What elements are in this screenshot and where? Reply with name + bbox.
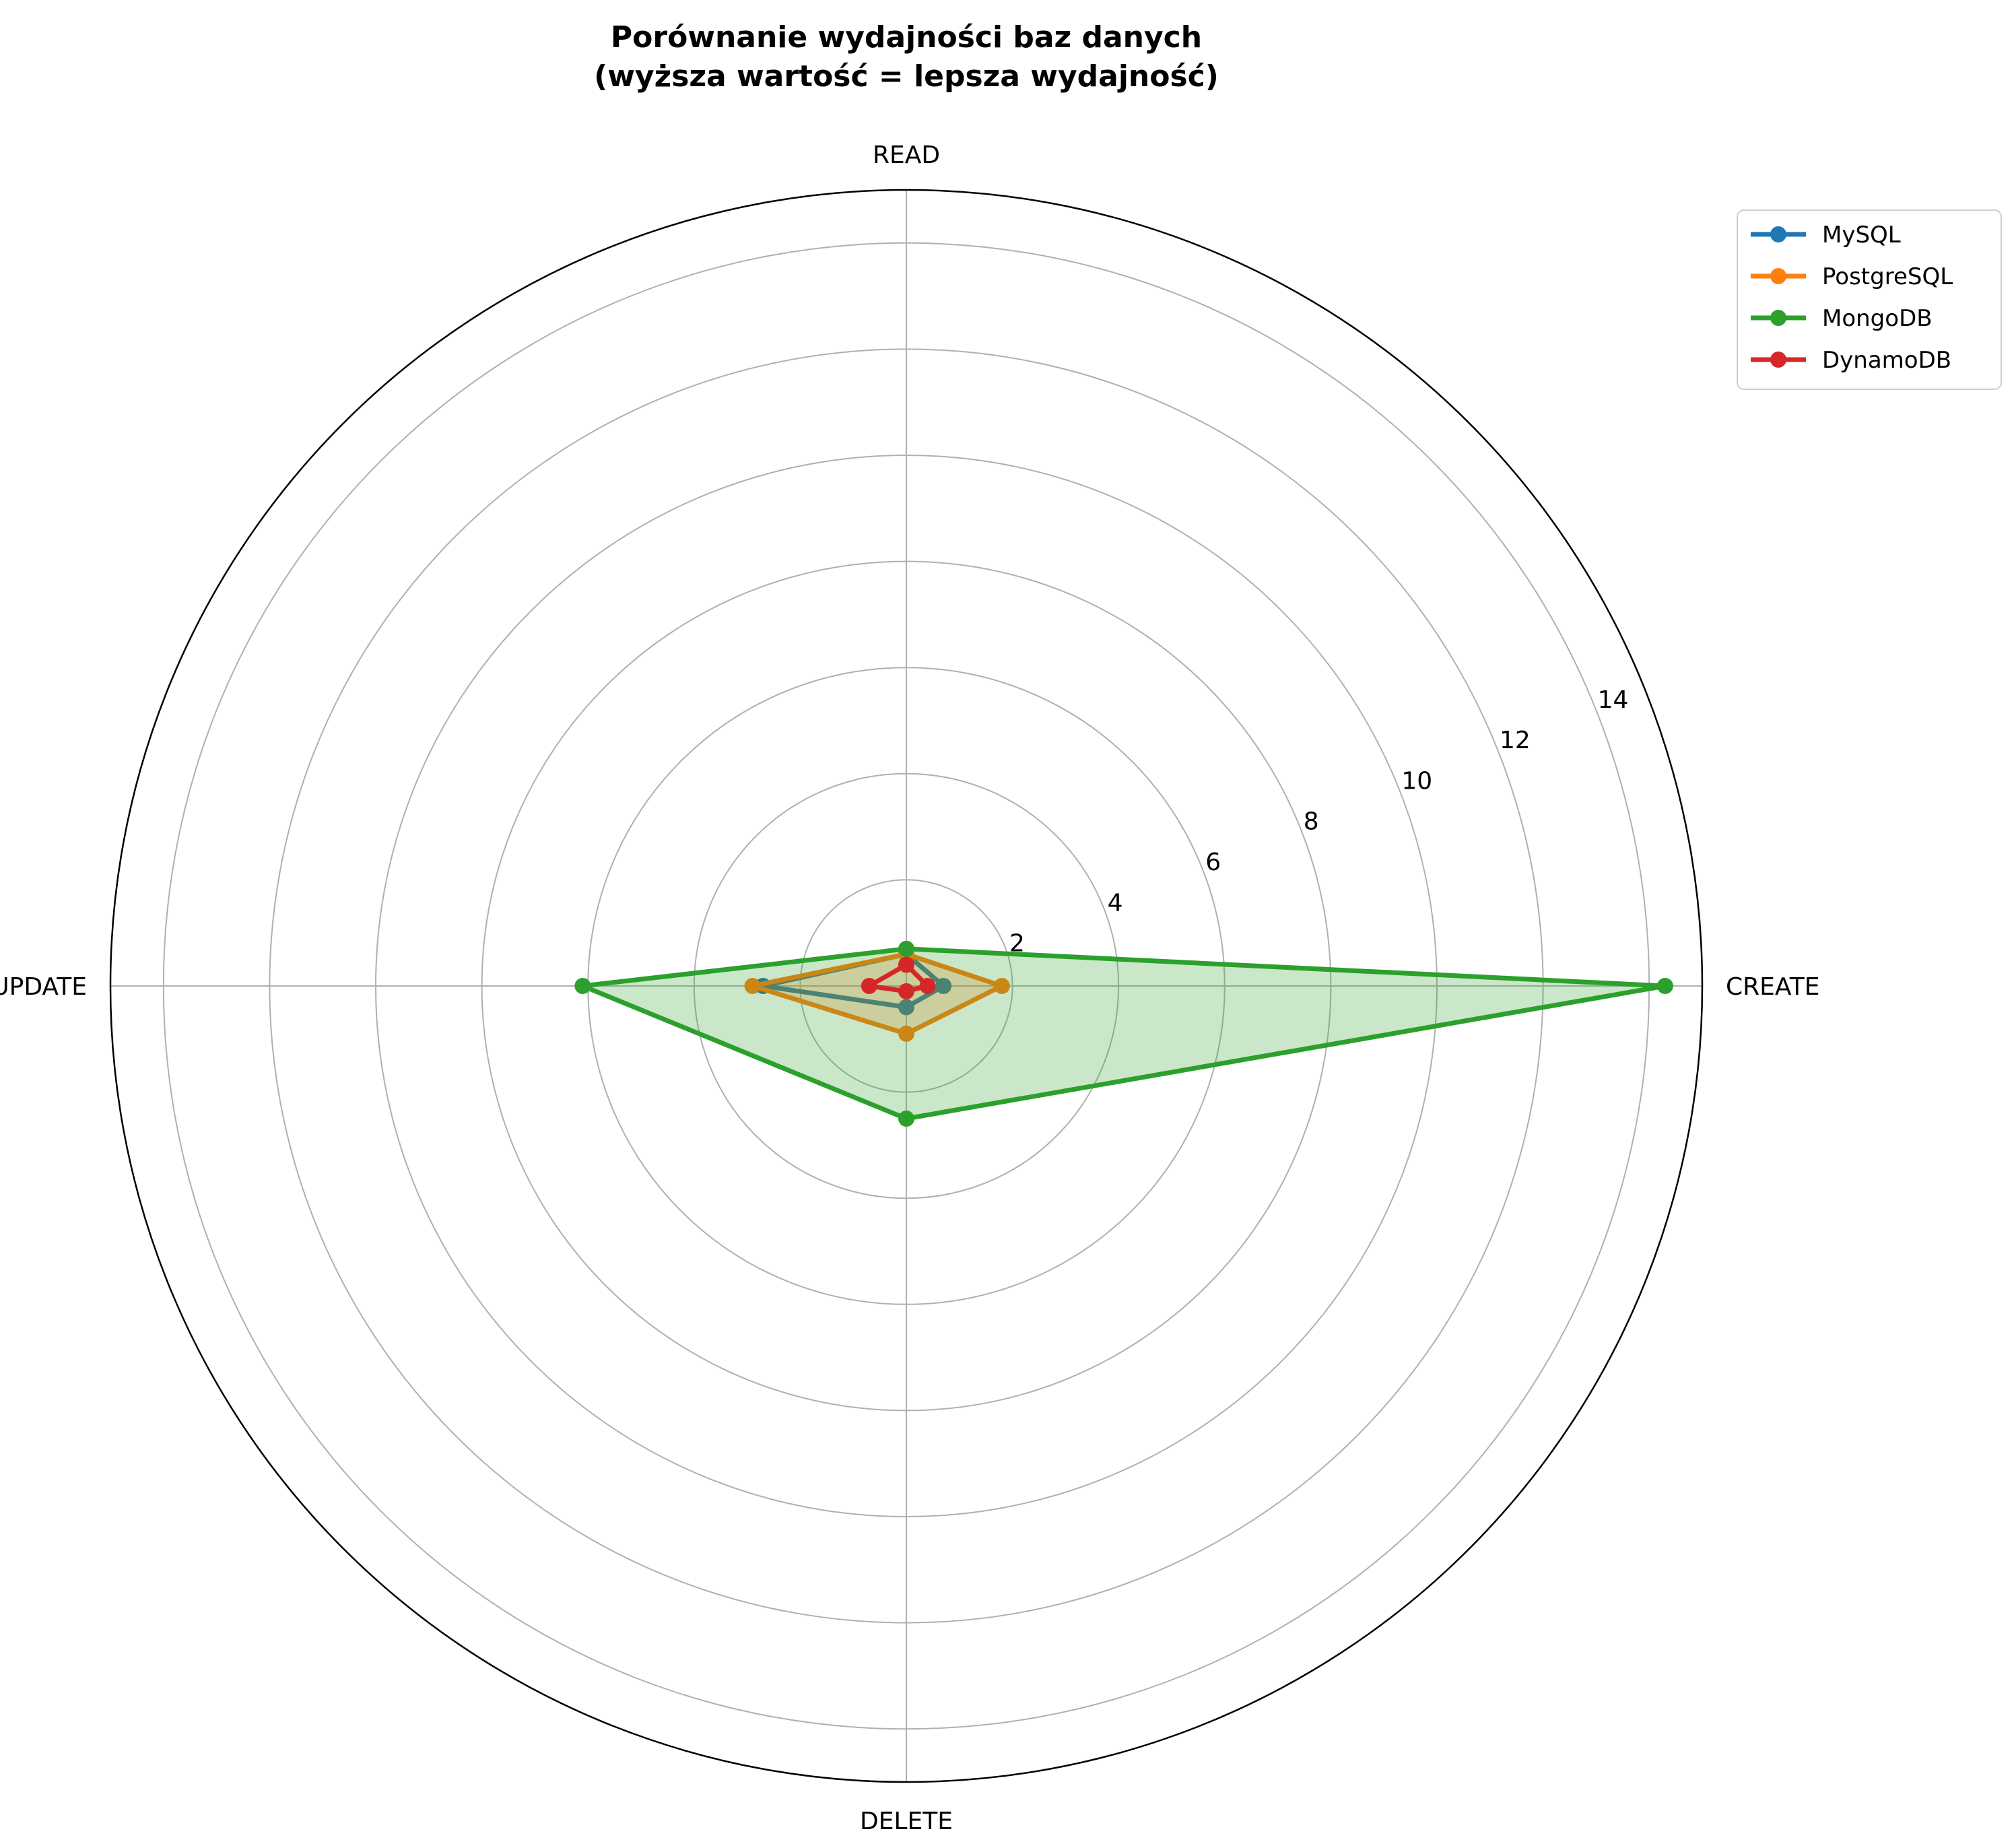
data-point-mongodb-update [574,978,591,994]
data-point-mongodb-create [1656,978,1673,994]
radial-tick-label: 8 [1304,808,1319,836]
radial-tick-label: 6 [1205,849,1221,876]
data-point-postgresql-update [744,978,761,994]
legend-label-postgresql: PostgreSQL [1822,263,1953,290]
chart-title-line-2: (wyższa wartość = lepsza wydajność) [594,59,1219,94]
chart-title-line-1: Porównanie wydajności baz danych [611,20,1202,55]
legend-marker-mongodb [1770,310,1786,326]
radial-tick-label: 14 [1598,686,1629,714]
axis-label-create: CREATE [1726,973,1819,1001]
data-point-mysql-create [935,978,952,994]
data-point-dynamodb-delete [898,983,914,999]
axis-label-delete: DELETE [860,1808,953,1835]
legend-label-dynamodb: DynamoDB [1822,347,1951,374]
radial-tick-label: 2 [1009,930,1025,958]
legend-frame [1737,209,2002,390]
series-fill-mongodb [582,948,1665,1119]
legend-label-mysql: MySQL [1822,222,1901,249]
data-point-postgresql-delete [898,1025,914,1042]
outer-frame [109,189,1704,1783]
legend: MySQL PostgreSQL MongoDB DynamoDB [1737,209,2002,390]
radial-tick-label: 10 [1401,767,1432,795]
radial-tick-label: 4 [1108,889,1123,917]
data-point-mysql-delete [898,999,914,1016]
data-point-mongodb-delete [898,1111,914,1127]
axis-label-read: READ [873,141,940,169]
legend-marker-postgresql [1770,268,1786,284]
axis-label-update: UPDATE [0,973,87,1001]
legend-label-mongodb: MongoDB [1822,305,1933,332]
radial-tick-labels: 2 4 6 8 10 12 14 [1009,686,1628,958]
series-dynamodb [861,956,936,999]
legend-marker-dynamodb [1770,352,1786,368]
data-point-dynamodb-update [861,978,877,994]
data-point-dynamodb-read [898,956,914,973]
data-point-postgresql-create [993,978,1010,994]
series-group [574,940,1673,1127]
data-point-mongodb-read [898,940,914,957]
data-point-dynamodb-create [919,978,936,994]
category-labels: CREATE READ UPDATE DELETE [0,141,1819,1835]
series-postgresql [744,946,1010,1042]
legend-marker-mysql [1770,226,1786,242]
series-mongodb [574,940,1673,1127]
radial-tick-label: 12 [1500,727,1531,754]
